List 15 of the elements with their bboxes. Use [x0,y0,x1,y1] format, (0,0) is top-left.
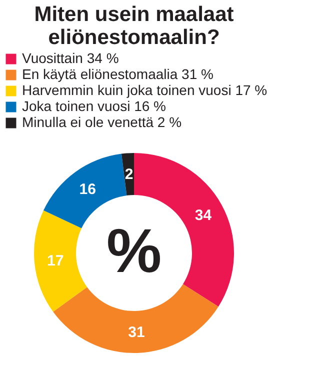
legend-label: Minulla ei ole venettä 2 % [22,114,182,130]
text: % [106,217,162,286]
donut-slice [44,154,127,228]
data-label: 31 [128,324,145,341]
data-label: 2 [124,166,134,184]
legend-label: Harvemmin kuin joka toinen vuosi 17 % [22,82,268,98]
data-label: 34 [194,206,212,224]
donut-slice [34,210,88,312]
data-label: 16 [79,181,96,198]
legend-label: En käytä eliönestomaalia 31 % [22,66,214,82]
legend-label: Joka toinen vuosi 16 % [22,98,166,114]
chart-title: Miten usein maalaat eliönestomaalin? [34,3,234,49]
data-label: 17 [47,252,64,270]
donut-slice [53,284,218,353]
legend-label: Vuosittain 34 % [22,50,119,66]
